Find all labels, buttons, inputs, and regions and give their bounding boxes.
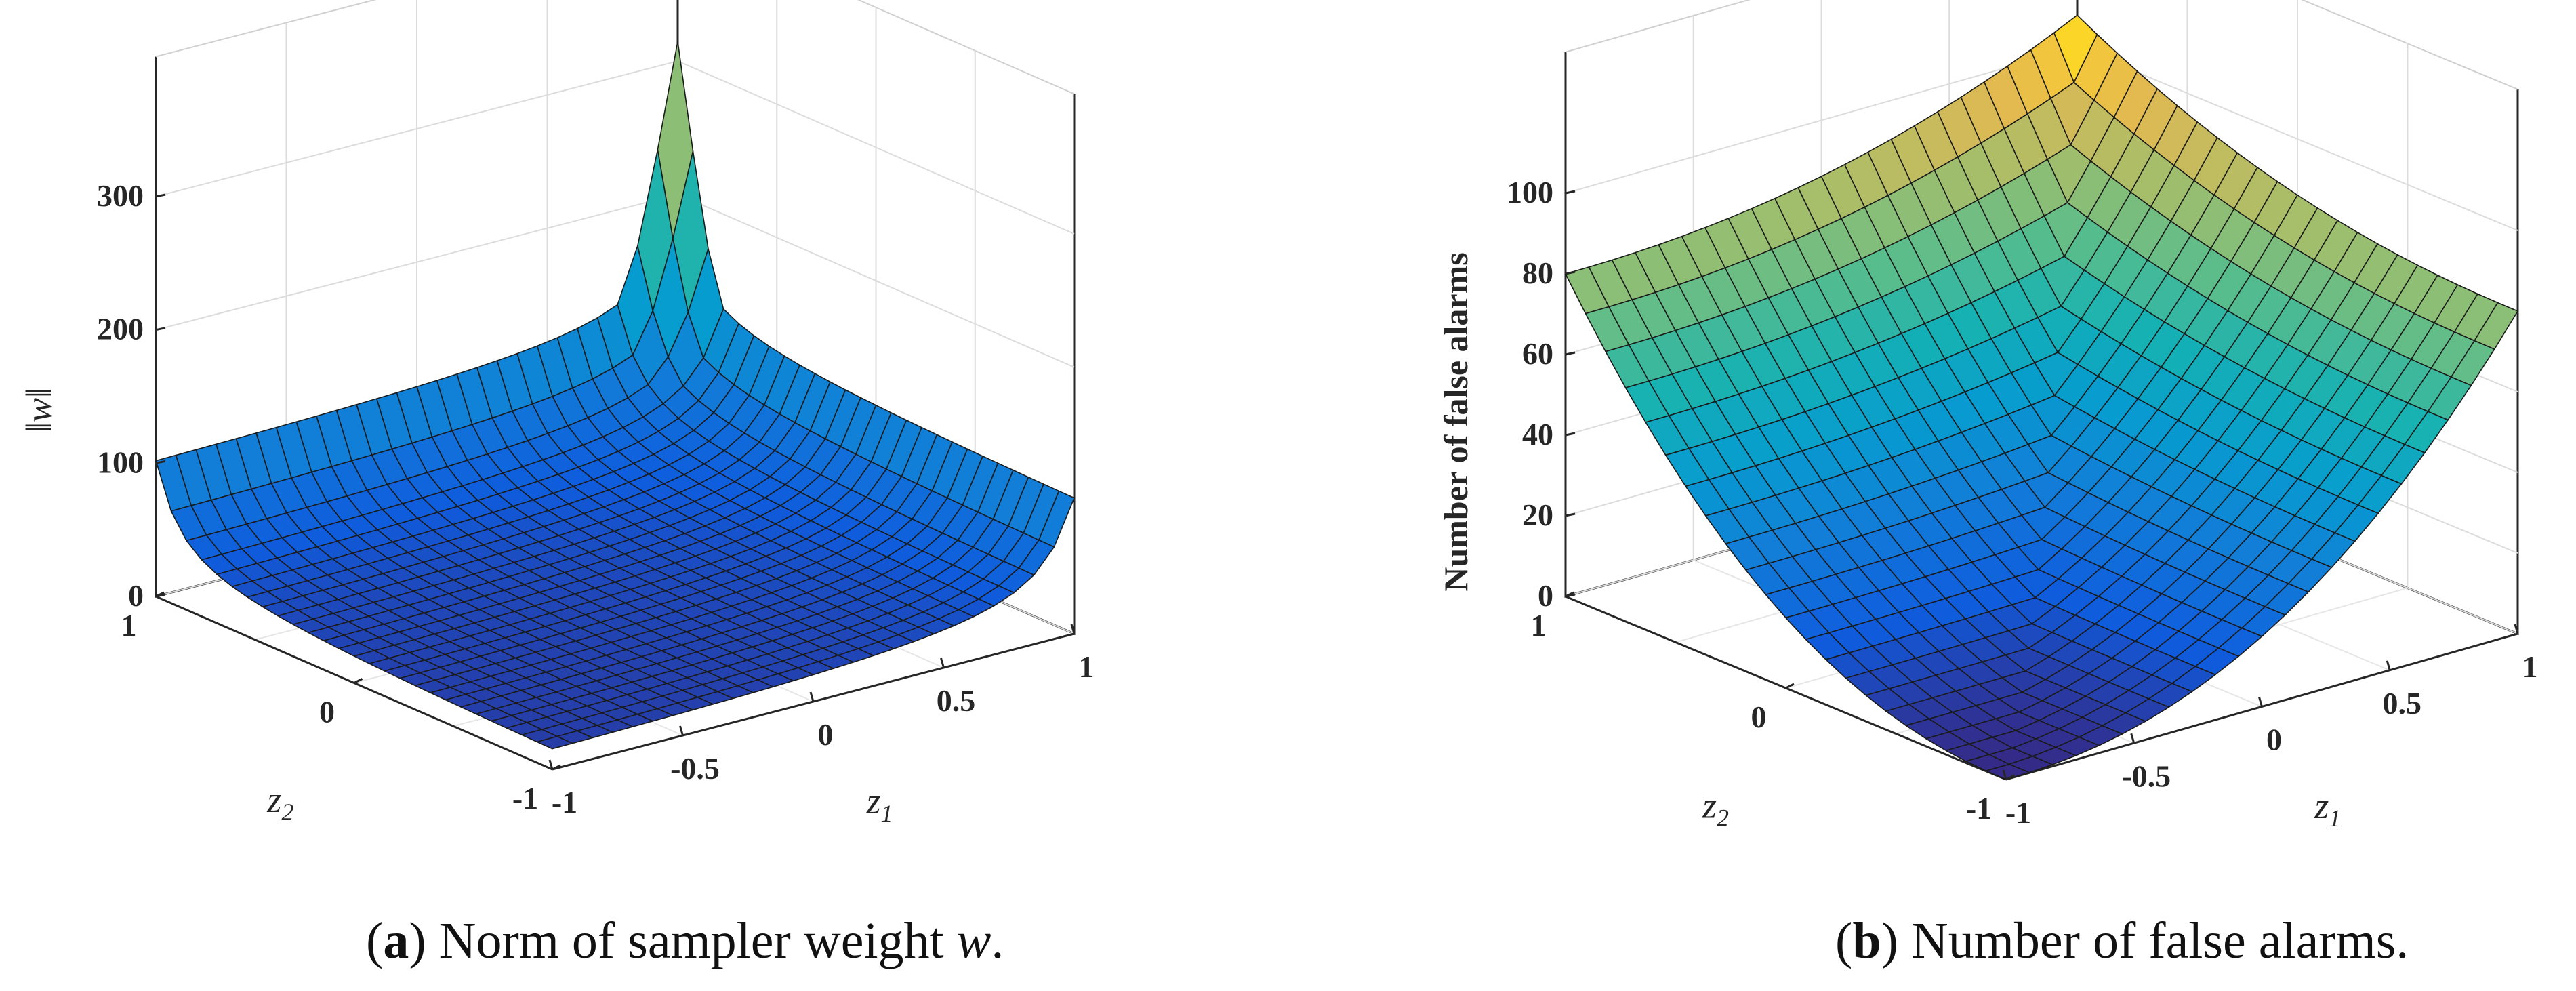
z-tick-label: 300 [97, 178, 144, 213]
caption-a-label: a [383, 912, 409, 969]
y-tick-label: 1 [1531, 608, 1547, 643]
y-tick-label: -1 [1966, 791, 1992, 826]
surface-patch [1985, 763, 2030, 780]
x-tick-label: -1 [2005, 795, 2031, 830]
z-tick-label: 0 [128, 578, 144, 613]
x-tick [548, 759, 554, 770]
caption-b-text: Number of false alarms. [1910, 912, 2409, 969]
caption-b: (b) Number of false alarms. [1835, 912, 2409, 969]
y-tick [1785, 683, 1795, 689]
caption-a-suffix: . [991, 912, 1004, 969]
x-axis-label-sub: 1 [881, 800, 893, 827]
y-tick-label: 1 [121, 608, 137, 643]
z-tick-label: 80 [1522, 256, 1553, 290]
y-axis-label: z2 [266, 780, 293, 826]
z-tick [155, 327, 166, 331]
surface-patch [536, 735, 573, 750]
x-tick [940, 658, 945, 668]
grid-line [155, 0, 1075, 95]
z-tick-label: 100 [97, 445, 144, 479]
y-axis-label-sub: 2 [1717, 805, 1729, 832]
y-tick [155, 591, 165, 598]
x-axis-label: z1 [866, 781, 893, 827]
z-tick [1565, 432, 1576, 437]
z-tick [155, 193, 166, 198]
x-tick-label: -0.5 [670, 751, 720, 786]
x-tick [2002, 769, 2007, 780]
x-axis-label: z1 [2314, 786, 2341, 832]
z-tick-label: 40 [1522, 417, 1553, 451]
caption-a: (a) Norm of sampler weight w. [366, 912, 1004, 969]
z-tick-label: 100 [1507, 175, 1553, 209]
y-tick [353, 678, 363, 684]
x-tick [2514, 624, 2519, 634]
x-tick-label: 0.5 [2383, 686, 2422, 721]
grid-line [1565, 0, 2518, 90]
x-tick [2130, 733, 2135, 744]
z-tick-label: 200 [97, 312, 144, 346]
x-tick-label: -1 [552, 785, 577, 820]
z-tick-label: 20 [1522, 498, 1553, 532]
z-axis-label: Number of false alarms [1437, 252, 1475, 591]
x-tick-label: 1 [2522, 649, 2538, 684]
y-tick-label: 0 [1751, 700, 1767, 734]
y-tick [1565, 591, 1574, 598]
z-tick-label: 60 [1522, 336, 1553, 371]
caption-a-var: w [956, 912, 991, 969]
x-tick-label: 0.5 [937, 683, 976, 718]
x-tick-label: 0 [818, 717, 834, 752]
y-tick [2005, 774, 2015, 781]
z-axis-label: ‖w‖ [18, 388, 59, 432]
x-tick-label: 0 [2266, 723, 2282, 757]
x-tick [2386, 660, 2391, 671]
z-tick [1565, 270, 1576, 275]
x-axis-label-sub: 1 [2329, 805, 2341, 832]
x-tick [2258, 697, 2263, 707]
y-tick [552, 764, 561, 771]
z-tick [1565, 351, 1576, 356]
caption-a-text: Norm of sampler weight [438, 912, 957, 969]
caption-b-label: b [1852, 912, 1881, 969]
y-tick-label: -1 [512, 781, 538, 815]
x-tick-label: 1 [1079, 649, 1095, 684]
x-tick [679, 725, 684, 736]
x-tick-label: -0.5 [2121, 759, 2171, 793]
z-tick [1565, 190, 1576, 195]
z-tick-label: 0 [1538, 578, 1553, 613]
z-tick [155, 460, 166, 464]
y-tick-label: 0 [319, 695, 335, 729]
z-tick [1565, 512, 1576, 517]
y-axis-label-sub: 2 [281, 798, 293, 826]
surface [1565, 14, 2518, 780]
y-axis-label: z2 [1702, 786, 1729, 832]
x-tick [1070, 624, 1076, 634]
x-tick [809, 691, 815, 702]
surface [155, 41, 1075, 750]
grid-line [155, 60, 1075, 235]
